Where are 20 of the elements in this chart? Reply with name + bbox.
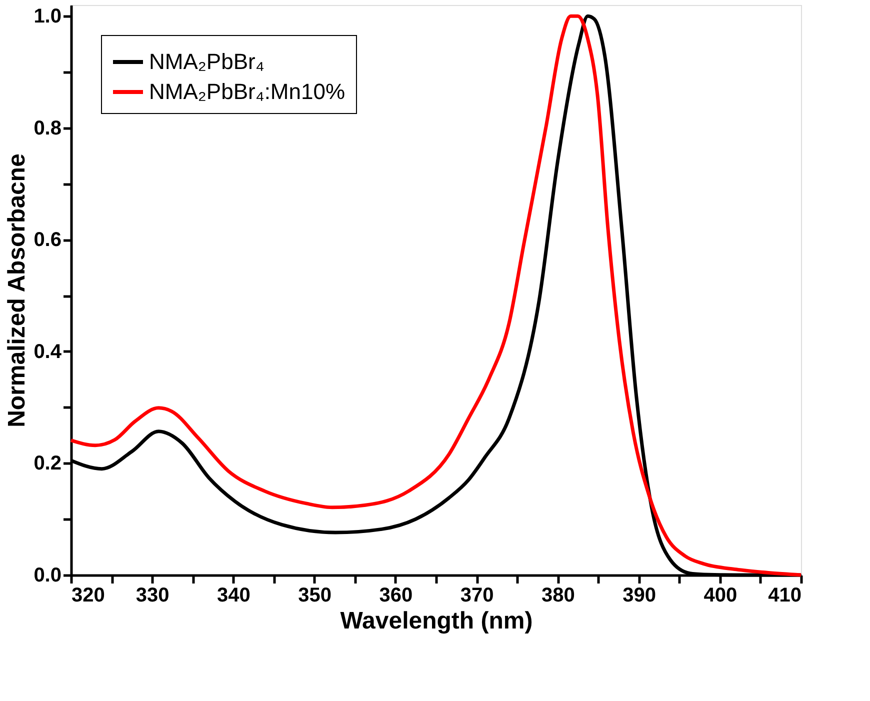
x-tick-label: 320 [72,584,105,606]
x-axis-title: Wavelength (nm) [340,608,533,634]
x-tick-label: 340 [217,584,250,606]
y-tick-label: 0.2 [34,452,62,475]
x-tick-label: 390 [622,584,656,606]
x-tick-label: 380 [541,584,575,606]
legend-label: NMA₂PbBr₄:Mn10% [149,79,346,104]
x-tick-label: 400 [704,584,738,606]
y-tick-label: 0.8 [34,117,62,140]
y-tick-label: 1.0 [34,6,62,28]
y-tick-label: 0.0 [34,564,62,586]
x-tick-label: 350 [298,584,332,606]
x-tick-label: 370 [460,584,494,606]
legend-label: NMA₂PbBr₄ [149,49,264,74]
y-axis-title: Normalized Absorbacne [4,154,31,428]
y-tick-label: 0.6 [34,229,62,252]
x-tick-label: 360 [379,584,413,606]
x-tick-label: 410 [768,584,802,606]
y-tick-label: 0.4 [34,340,62,363]
x-tick-label: 330 [136,584,170,606]
